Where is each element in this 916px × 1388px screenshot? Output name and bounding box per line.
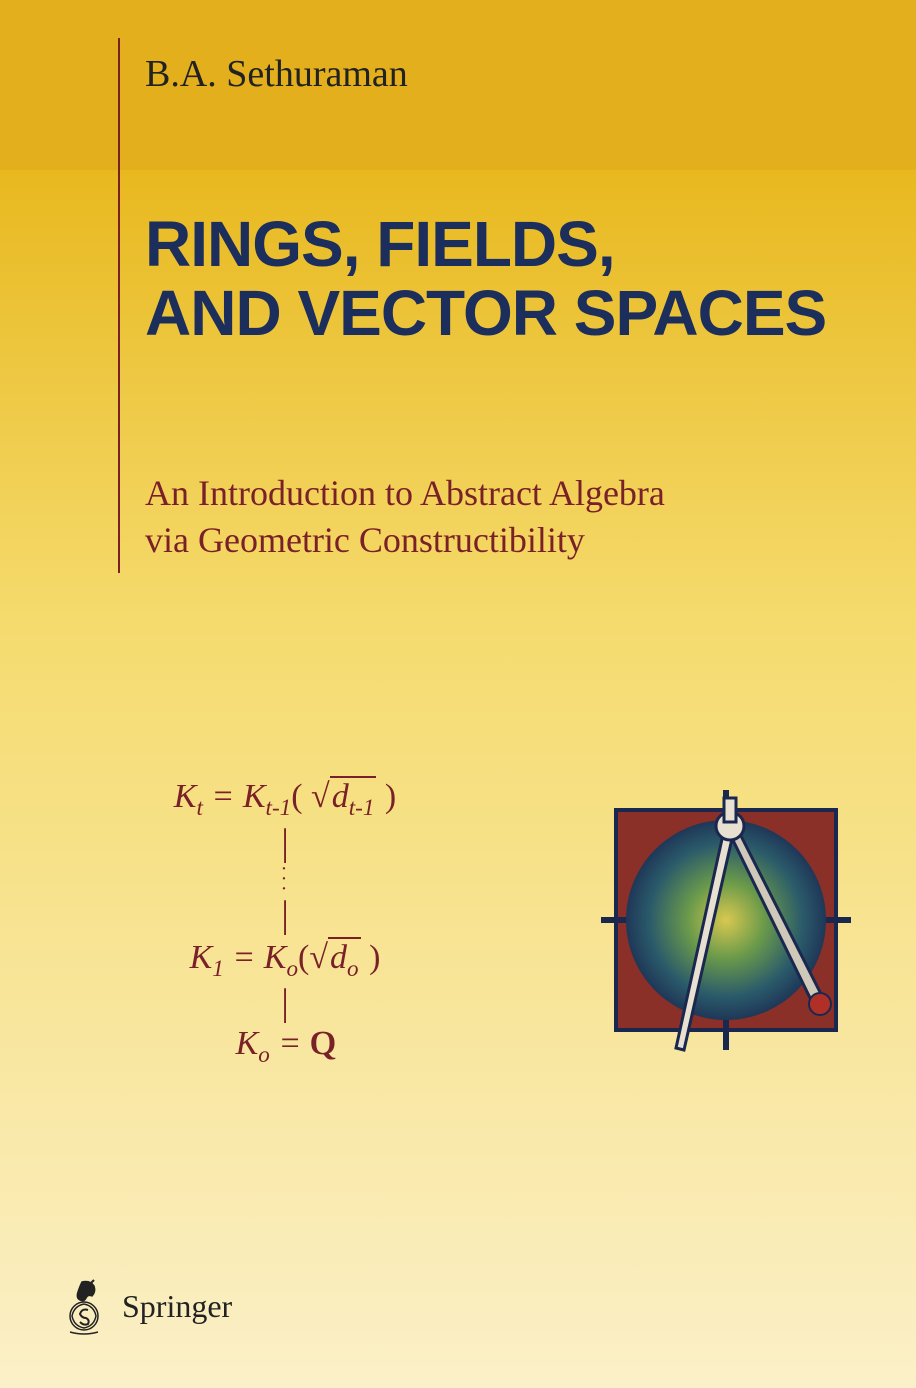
formula-bar-2: | xyxy=(115,900,455,930)
vertical-rule xyxy=(118,38,120,573)
title-line-2: AND VECTOR SPACES xyxy=(145,279,826,348)
formula-row-kt: Kt = Kt-1( dt-1 ) xyxy=(115,776,455,822)
compass-illustration xyxy=(586,770,866,1080)
springer-logo-icon xyxy=(60,1274,108,1338)
rationals-symbol: Q xyxy=(310,1025,335,1063)
book-cover: B.A. Sethuraman RINGS, FIELDS, AND VECTO… xyxy=(0,0,916,1388)
formula-bar-3: | xyxy=(115,988,455,1018)
formula-row-k0: Ko = Q xyxy=(115,1025,455,1069)
formula-bar-1: | xyxy=(115,828,455,858)
publisher-name: Springer xyxy=(122,1288,232,1325)
formula-dots: ··· xyxy=(115,864,455,894)
author-name: B.A. Sethuraman xyxy=(145,52,408,96)
book-title: RINGS, FIELDS, AND VECTOR SPACES xyxy=(145,210,826,348)
formula-tower: Kt = Kt-1( dt-1 ) | ··· | K1 = Ko(do ) |… xyxy=(115,770,455,1075)
top-color-band xyxy=(0,0,916,170)
title-line-1: RINGS, FIELDS, xyxy=(145,210,826,279)
book-subtitle: An Introduction to Abstract Algebra via … xyxy=(145,470,665,564)
subtitle-line-1: An Introduction to Abstract Algebra xyxy=(145,470,665,517)
publisher-block: Springer xyxy=(60,1274,232,1338)
formula-row-k1: K1 = Ko(do ) xyxy=(115,937,455,983)
subtitle-line-2: via Geometric Constructibility xyxy=(145,517,665,564)
